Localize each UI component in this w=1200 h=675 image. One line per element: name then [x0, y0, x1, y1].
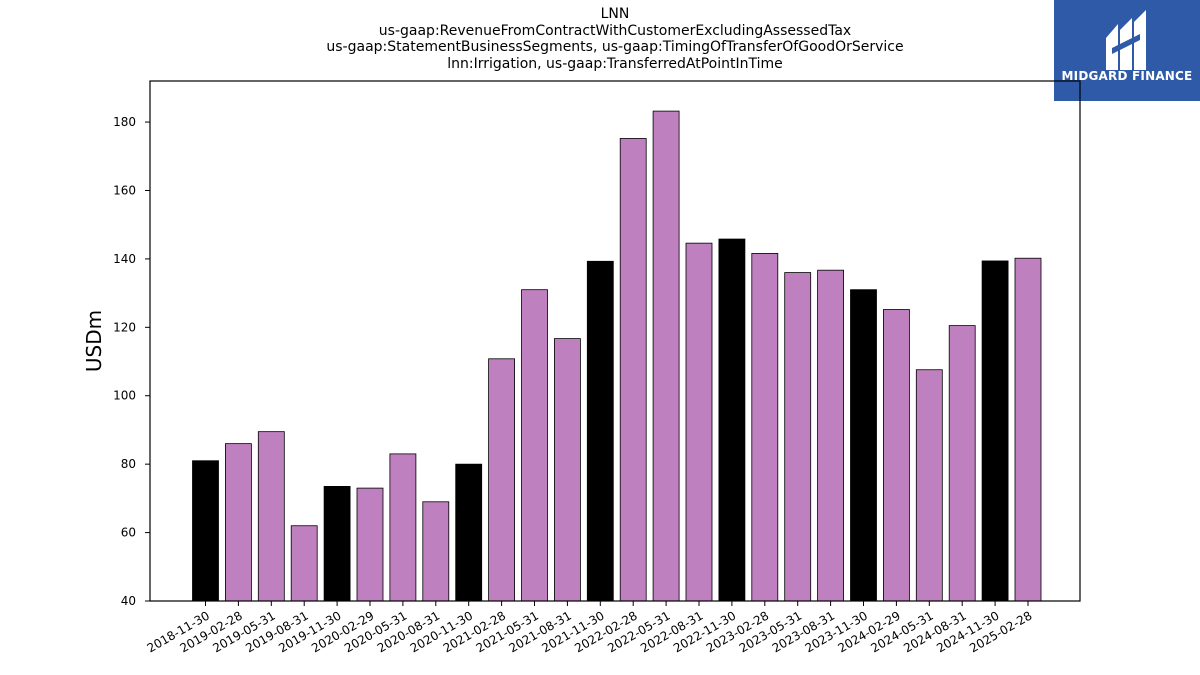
y-tick-label: 100 — [113, 389, 136, 403]
bar-2019-08-31 — [290, 525, 318, 602]
bar-2020-11-30 — [455, 463, 483, 602]
bar-2018-11-30 — [192, 460, 219, 602]
bar-2022-05-31 — [652, 110, 680, 602]
y-axis-label: USDm — [82, 310, 106, 372]
bar-2021-05-31 — [521, 289, 548, 602]
y-tick-label: 120 — [113, 320, 136, 334]
y-tick-label: 140 — [113, 252, 136, 266]
chart-title: LNN us-gaap:RevenueFromContractWithCusto… — [150, 6, 1080, 72]
bar-2022-08-31 — [685, 242, 713, 602]
bar-2019-02-28 — [224, 443, 252, 602]
logo-mark-icon — [1106, 10, 1146, 70]
bar-2021-08-31 — [554, 338, 581, 602]
x-axis: 2018-11-302019-02-282019-05-312019-08-31… — [145, 601, 1035, 655]
bar-2024-05-31 — [915, 369, 943, 602]
chart-title-line-2: us-gaap:RevenueFromContractWithCustomerE… — [378, 22, 852, 39]
bars-group — [192, 110, 1042, 602]
bar-2025-02-28 — [1014, 257, 1042, 602]
y-tick-label: 80 — [121, 457, 136, 471]
bar-2022-02-28 — [619, 138, 647, 602]
midgard-finance-logo: MIDGARD FINANCE — [1054, 0, 1200, 101]
chart-title-line-1: LNN — [600, 6, 630, 22]
bar-2023-11-30 — [850, 289, 877, 602]
bar-2020-08-31 — [422, 501, 450, 602]
bar-2023-05-31 — [784, 272, 812, 602]
y-tick-label: 40 — [121, 594, 136, 608]
logo-text: MIDGARD FINANCE — [1061, 69, 1193, 83]
chart-title-line-4: lnn:Irrigation, us-gaap:TransferredAtPoi… — [447, 55, 783, 72]
bar-2020-02-29 — [356, 487, 384, 602]
bar-2019-05-31 — [257, 431, 285, 602]
y-tick-label: 60 — [121, 526, 136, 540]
y-tick-label: 160 — [113, 183, 136, 197]
bar-2023-02-28 — [751, 253, 779, 602]
bar-2021-11-30 — [586, 260, 614, 602]
bar-2024-08-31 — [948, 325, 976, 602]
bar-2023-08-31 — [817, 269, 844, 602]
plot-frame — [149, 80, 1081, 602]
bar-2024-02-29 — [883, 309, 910, 602]
bar-2020-05-31 — [389, 453, 417, 602]
y-axis: 40 60 80 100 120 140 160 180 — [113, 115, 150, 608]
bar-2024-11-30 — [981, 260, 1009, 602]
y-tick-label: 180 — [113, 115, 136, 129]
bar-2022-11-30 — [718, 238, 746, 602]
chart-title-line-3: us-gaap:StatementBusinessSegments, us-ga… — [326, 39, 904, 55]
bar-2019-11-30 — [323, 485, 351, 602]
bar-2021-02-28 — [488, 358, 516, 602]
